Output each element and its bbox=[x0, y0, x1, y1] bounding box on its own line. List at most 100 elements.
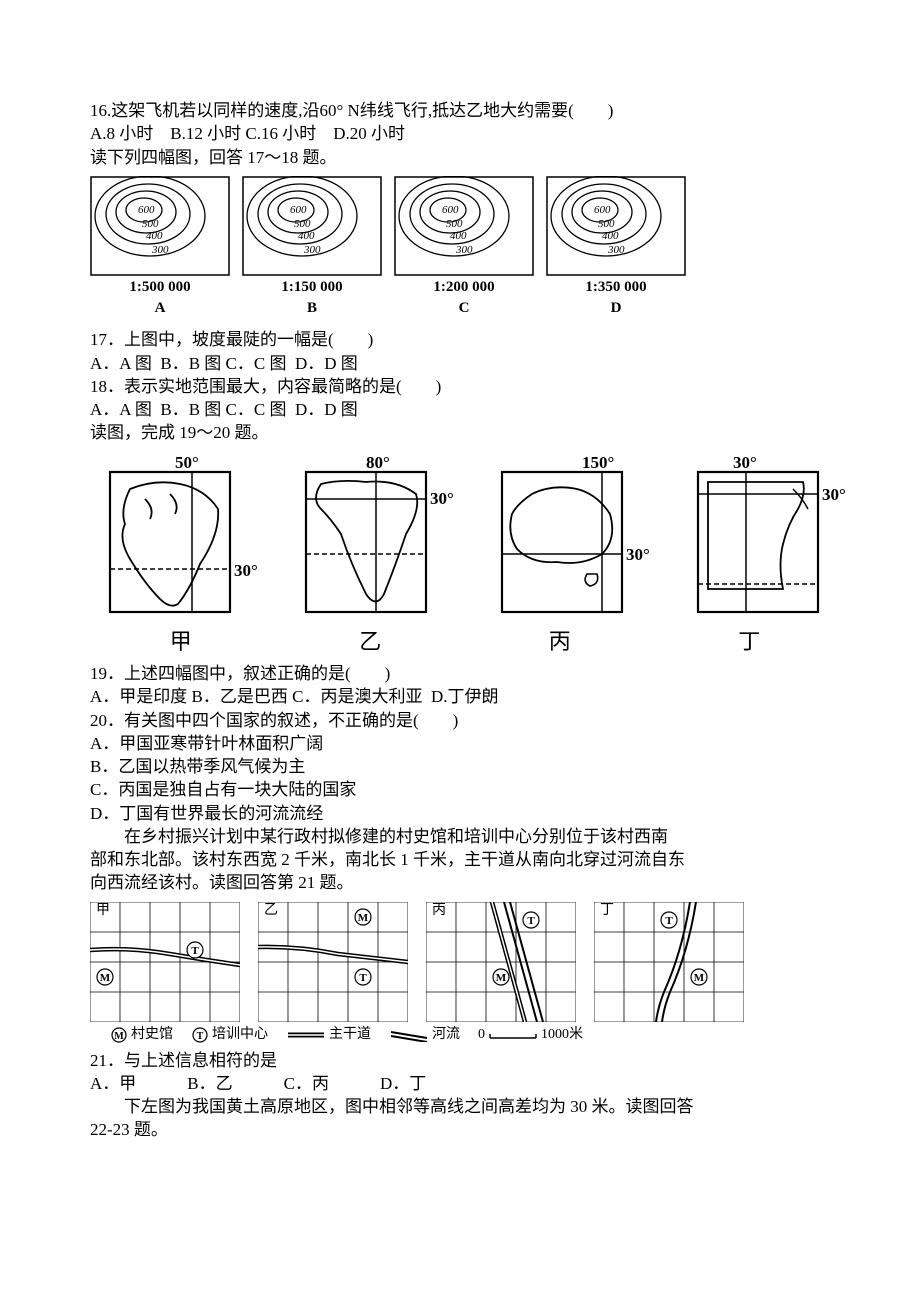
svg-text:30°: 30° bbox=[822, 485, 846, 504]
q18-lead: 读图，完成 19～20 题。 bbox=[90, 422, 830, 443]
legend-scale-text: 1000米 bbox=[541, 1026, 583, 1044]
svg-text:300: 300 bbox=[455, 244, 473, 256]
q17-options: A．A 图 B．B 图 C．C 图 D．D 图 bbox=[90, 353, 830, 374]
village-intro-l3: 向西流经该村。读图回答第 21 题。 bbox=[90, 872, 830, 893]
country-map-yi: 80° 30° bbox=[296, 454, 464, 622]
contour-fig-d: 600 500 400 300 1:350 000 D bbox=[546, 176, 686, 318]
svg-text:M: M bbox=[100, 972, 111, 984]
legend-t: T 培训中心 bbox=[191, 1026, 268, 1044]
svg-text:M: M bbox=[114, 1031, 124, 1042]
village-map-yi: 乙 M T bbox=[258, 902, 408, 1022]
svg-text:400: 400 bbox=[298, 230, 315, 242]
country-map-ding: 30° 30° bbox=[688, 454, 856, 622]
country-label-ding: 丁 bbox=[669, 628, 831, 656]
contour-scale-c: 1:200 000 bbox=[433, 278, 494, 297]
q18-text: 18．表示实地范围最大，内容最简略的是( ) bbox=[90, 376, 830, 397]
svg-text:乙: 乙 bbox=[264, 902, 278, 918]
village-map-bing: 丙 M T bbox=[426, 902, 576, 1022]
legend-m-label: 村史馆 bbox=[131, 1026, 173, 1044]
svg-text:80°: 80° bbox=[366, 454, 390, 472]
q20-text: 20．有关图中四个国家的叙述，不正确的是( ) bbox=[90, 710, 830, 731]
legend-road: 主干道 bbox=[286, 1026, 371, 1044]
svg-text:600: 600 bbox=[594, 204, 611, 216]
svg-text:T: T bbox=[527, 915, 535, 927]
legend-river-label: 河流 bbox=[432, 1026, 460, 1044]
contour-fig-c: 600 500 400 300 1:200 000 C bbox=[394, 176, 534, 318]
svg-text:300: 300 bbox=[151, 244, 169, 256]
svg-text:500: 500 bbox=[142, 218, 159, 230]
country-map-jia: 50° 30° bbox=[100, 454, 268, 622]
svg-text:500: 500 bbox=[598, 218, 615, 230]
q19-options: A．甲是印度 B．乙是巴西 C．丙是澳大利亚 D.丁伊朗 bbox=[90, 686, 830, 707]
q18-options: A．A 图 B．B 图 C．C 图 D．D 图 bbox=[90, 399, 830, 420]
svg-text:30°: 30° bbox=[430, 489, 454, 508]
svg-text:300: 300 bbox=[607, 244, 625, 256]
contour-scale-a: 1:500 000 bbox=[129, 278, 190, 297]
svg-text:T: T bbox=[359, 972, 367, 984]
country-label-jia: 甲 bbox=[100, 628, 262, 656]
country-label-row: 甲 乙 丙 丁 bbox=[100, 628, 830, 656]
svg-text:30°: 30° bbox=[626, 545, 650, 564]
village-map-jia: 甲 M T bbox=[90, 902, 240, 1022]
legend-m: M 村史馆 bbox=[110, 1026, 173, 1044]
svg-text:300: 300 bbox=[303, 244, 321, 256]
legend-road-label: 主干道 bbox=[329, 1026, 371, 1044]
svg-text:600: 600 bbox=[442, 204, 459, 216]
q20-a: A．甲国亚寒带针叶林面积广阔 bbox=[90, 733, 830, 754]
contour-label-b: B bbox=[307, 299, 317, 318]
svg-text:T: T bbox=[191, 945, 199, 957]
legend-scale: 0 1000米 bbox=[478, 1026, 583, 1044]
q21-options: A．甲 B．乙 C．丙 D．丁 bbox=[90, 1073, 830, 1094]
village-maps-row: 甲 M T 乙 M T 丙 bbox=[90, 902, 830, 1022]
svg-text:50°: 50° bbox=[175, 454, 199, 472]
svg-text:600: 600 bbox=[138, 204, 155, 216]
svg-text:M: M bbox=[694, 972, 705, 984]
svg-text:M: M bbox=[358, 912, 369, 924]
svg-text:T: T bbox=[197, 1031, 204, 1042]
village-intro-l2: 部和东北部。该村东西宽 2 千米，南北长 1 千米，主干道从南向北穿过河流自东 bbox=[90, 849, 830, 870]
country-maps-row: 50° 30° 80° 30° 150° 30° bbox=[100, 454, 830, 622]
q22-lead-l1: 下左图为我国黄土高原地区，图中相邻等高线之间高差均为 30 米。读图回答 bbox=[90, 1096, 830, 1117]
contour-scale-b: 1:150 000 bbox=[281, 278, 342, 297]
q19-text: 19．上述四幅图中，叙述正确的是( ) bbox=[90, 663, 830, 684]
contour-label-c: C bbox=[459, 299, 470, 318]
country-label-yi: 乙 bbox=[290, 628, 452, 656]
svg-text:30°: 30° bbox=[234, 561, 258, 580]
q21-text: 21．与上述信息相符的是 bbox=[90, 1050, 830, 1071]
q16-text: 16.这架飞机若以同样的速度,沿60° N纬线飞行,抵达乙地大约需要( ) bbox=[90, 100, 830, 121]
svg-text:600: 600 bbox=[290, 204, 307, 216]
svg-text:30°: 30° bbox=[733, 454, 757, 472]
svg-text:500: 500 bbox=[446, 218, 463, 230]
svg-text:T: T bbox=[665, 915, 673, 927]
contour-fig-a: 600 500 400 300 1:500 000 A bbox=[90, 176, 230, 318]
svg-text:M: M bbox=[496, 972, 507, 984]
svg-text:400: 400 bbox=[602, 230, 619, 242]
svg-text:丁: 丁 bbox=[600, 903, 614, 918]
svg-text:500: 500 bbox=[294, 218, 311, 230]
contour-figure-row: 600 500 400 300 1:500 000 A 600 500 400 … bbox=[90, 176, 830, 318]
contour-scale-d: 1:350 000 bbox=[585, 278, 646, 297]
svg-text:400: 400 bbox=[146, 230, 163, 242]
svg-text:甲: 甲 bbox=[96, 903, 110, 918]
legend-t-label: 培训中心 bbox=[212, 1026, 268, 1044]
village-map-ding: 丁 M T bbox=[594, 902, 744, 1022]
contour-label-a: A bbox=[155, 299, 166, 318]
country-label-bing: 丙 bbox=[479, 628, 641, 656]
contour-label-d: D bbox=[611, 299, 622, 318]
svg-text:400: 400 bbox=[450, 230, 467, 242]
q20-b: B．乙国以热带季风气候为主 bbox=[90, 756, 830, 777]
q22-lead-l2: 22-23 题。 bbox=[90, 1119, 830, 1140]
legend-scale-zero: 0 bbox=[478, 1026, 485, 1044]
q17-text: 17．上图中，坡度最陡的一幅是( ) bbox=[90, 329, 830, 350]
q20-d: D．丁国有世界最长的河流流经 bbox=[90, 803, 830, 824]
contour-fig-b: 600 500 400 300 1:150 000 B bbox=[242, 176, 382, 318]
q20-c: C．丙国是独自占有一块大陆的国家 bbox=[90, 779, 830, 800]
village-intro-l1: 在乡村振兴计划中某行政村拟修建的村史馆和培训中心分别位于该村西南 bbox=[90, 826, 830, 847]
svg-text:150°: 150° bbox=[582, 454, 614, 472]
village-legend: M 村史馆 T 培训中心 主干道 河流 0 1000米 bbox=[110, 1026, 830, 1044]
svg-text:丙: 丙 bbox=[432, 903, 446, 918]
legend-river: 河流 bbox=[389, 1026, 460, 1044]
country-map-bing: 150° 30° bbox=[492, 454, 660, 622]
q16-lead: 读下列四幅图，回答 17～18 题。 bbox=[90, 147, 830, 168]
q16-options: A.8 小时 B.12 小时 C.16 小时 D.20 小时 bbox=[90, 123, 830, 144]
